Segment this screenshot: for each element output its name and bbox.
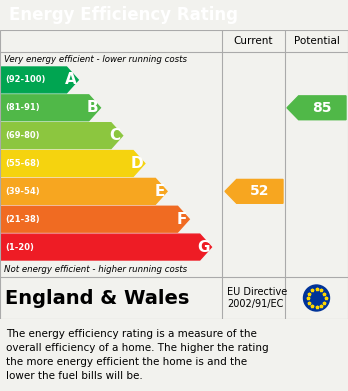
- Polygon shape: [1, 123, 122, 149]
- Text: (21-38): (21-38): [5, 215, 40, 224]
- Text: overall efficiency of a home. The higher the rating: overall efficiency of a home. The higher…: [6, 343, 269, 353]
- Text: England & Wales: England & Wales: [5, 289, 189, 307]
- Polygon shape: [1, 178, 167, 204]
- Text: 52: 52: [250, 185, 270, 198]
- Text: (69-80): (69-80): [5, 131, 40, 140]
- Text: A: A: [64, 72, 76, 88]
- Text: (81-91): (81-91): [5, 103, 40, 112]
- Text: lower the fuel bills will be.: lower the fuel bills will be.: [6, 371, 143, 381]
- Text: C: C: [110, 128, 121, 143]
- Text: Very energy efficient - lower running costs: Very energy efficient - lower running co…: [4, 55, 187, 64]
- Text: Current: Current: [234, 36, 273, 46]
- Polygon shape: [1, 206, 189, 232]
- Text: Energy Efficiency Rating: Energy Efficiency Rating: [9, 6, 238, 24]
- Polygon shape: [287, 96, 346, 120]
- Text: E: E: [155, 184, 165, 199]
- Text: 85: 85: [313, 101, 332, 115]
- Text: G: G: [197, 240, 209, 255]
- Polygon shape: [1, 67, 78, 93]
- Text: Potential: Potential: [294, 36, 339, 46]
- Text: EU Directive
2002/91/EC: EU Directive 2002/91/EC: [227, 287, 287, 309]
- Text: The energy efficiency rating is a measure of the: The energy efficiency rating is a measur…: [6, 329, 257, 339]
- Text: F: F: [177, 212, 187, 227]
- Text: (39-54): (39-54): [5, 187, 40, 196]
- Text: (1-20): (1-20): [5, 242, 34, 251]
- Text: the more energy efficient the home is and the: the more energy efficient the home is an…: [6, 357, 247, 367]
- Text: (92-100): (92-100): [5, 75, 45, 84]
- Polygon shape: [1, 234, 212, 260]
- Text: Not energy efficient - higher running costs: Not energy efficient - higher running co…: [4, 265, 187, 274]
- Polygon shape: [1, 95, 101, 121]
- Polygon shape: [1, 151, 145, 176]
- Text: B: B: [87, 100, 98, 115]
- Circle shape: [303, 285, 330, 311]
- Text: D: D: [130, 156, 143, 171]
- Polygon shape: [225, 179, 283, 203]
- Text: (55-68): (55-68): [5, 159, 40, 168]
